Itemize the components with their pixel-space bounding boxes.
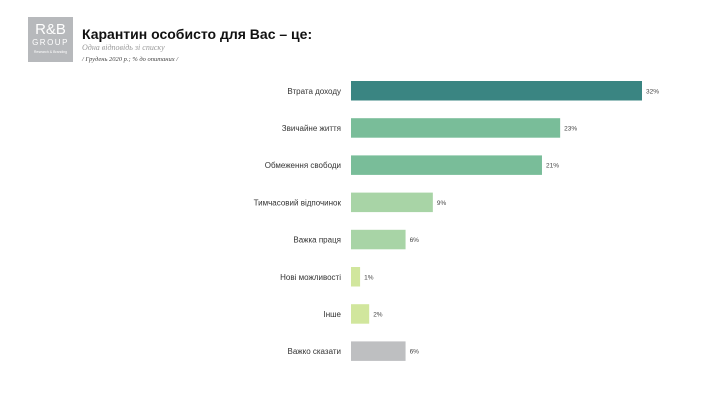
value-label: 9% [437,200,447,207]
value-label: 23% [564,125,577,132]
logo-line1: R&B [35,21,66,38]
chart-title: Карантин особисто для Вас – це: [82,26,313,42]
value-label: 32% [646,88,659,95]
category-label: Звичайне життя [282,124,341,133]
bar [351,81,642,101]
bar [351,118,561,138]
category-label: Важка праця [293,236,341,245]
chart-note: / Грудень 2020 р.; % до опитаних / [82,56,179,63]
category-label: Втрата доходу [287,87,341,96]
bar [351,267,361,287]
logo: R&B GROUP Research & Branding [28,17,73,62]
logo-line2: GROUP [32,38,69,47]
bar [351,229,406,250]
category-label: Нові можливості [280,273,341,282]
bar [351,304,370,324]
category-label: Важко сказати [287,347,341,356]
value-label: 1% [364,274,374,281]
category-label: Інше [323,310,341,319]
category-label: Тимчасовий відпочинок [254,198,342,207]
bar [351,341,406,361]
bar [351,155,542,175]
logo-line3: Research & Branding [33,50,68,54]
chart-subtitle: Одна відповідь зі списку [82,43,165,52]
category-label: Обмеження свободи [265,161,341,170]
value-label: 6% [410,349,420,356]
value-label: 6% [410,237,420,244]
value-label: 2% [373,311,383,318]
bar [351,192,433,213]
value-label: 21% [546,163,559,170]
